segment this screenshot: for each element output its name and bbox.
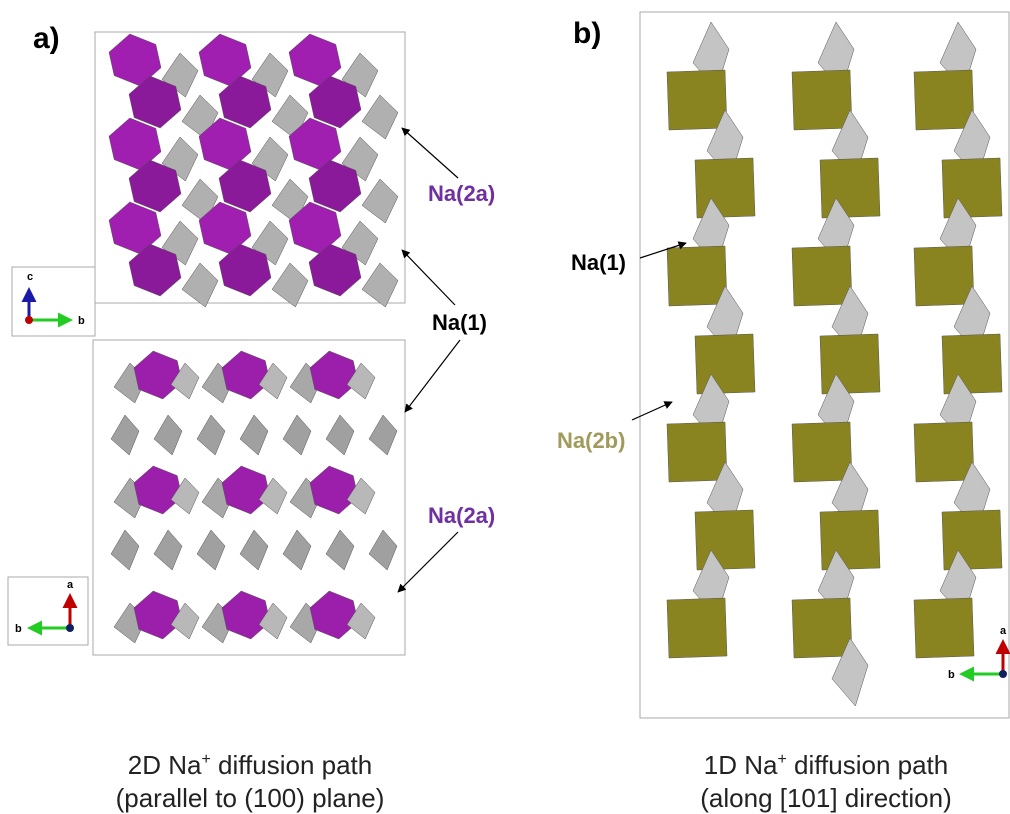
olive-octahedron: [694, 333, 756, 395]
olive-octahedron: [941, 333, 1003, 395]
gray-octahedron: [831, 637, 869, 707]
gray-octahedron: [361, 94, 399, 140]
gray-octahedron: [361, 178, 399, 224]
axis-label: a: [67, 579, 74, 591]
gray-octahedron: [346, 362, 376, 400]
axis-label: b: [948, 669, 955, 681]
callout: Na(1): [432, 310, 487, 335]
gray-octahedron: [282, 414, 312, 456]
olive-octahedron: [694, 509, 756, 571]
polyhedra: [108, 21, 1003, 707]
olive-octahedron: [941, 157, 1003, 219]
callout: Na(1): [571, 250, 626, 275]
arrows: [397, 127, 687, 593]
axes-triad-b: a b: [948, 625, 1010, 682]
purple-octahedron: [288, 201, 342, 255]
olive-octahedron: [941, 509, 1003, 571]
gray-octahedron: [361, 262, 399, 308]
olive-octahedron: [791, 597, 853, 659]
olive-octahedron: [666, 69, 728, 131]
gray-octahedron: [258, 602, 288, 640]
gray-octahedron: [346, 602, 376, 640]
gray-octahedron: [153, 414, 183, 456]
gray-octahedron: [325, 414, 355, 456]
olive-octahedron: [666, 597, 728, 659]
olive-octahedron: [913, 69, 975, 131]
purple-octahedron: [108, 33, 162, 87]
axes-box-a-bottom: [7, 576, 89, 646]
purple-octahedron: [218, 243, 272, 297]
axes-triad-a-bottom: a b: [15, 579, 78, 636]
purple-octahedron: [128, 159, 182, 213]
purple-octahedron: [218, 159, 272, 213]
gray-octahedron: [368, 529, 398, 571]
caption: 1D Na+ diffusion path: [704, 750, 948, 780]
axis-label: a: [1000, 625, 1007, 637]
axis-label: b: [15, 623, 22, 635]
gray-octahedron: [282, 529, 312, 571]
axes-triad-a-top: c b: [21, 271, 85, 328]
olive-octahedron: [913, 245, 975, 307]
panel-label: a): [33, 22, 60, 55]
caption: 2D Na+ diffusion path: [128, 750, 372, 780]
olive-octahedron: [694, 157, 756, 219]
olive-octahedron: [791, 421, 853, 483]
olive-octahedron: [913, 597, 975, 659]
gray-octahedron: [325, 529, 355, 571]
purple-octahedron: [288, 117, 342, 171]
gray-octahedron: [110, 414, 140, 456]
purple-octahedron: [198, 33, 252, 87]
olive-octahedron: [913, 421, 975, 483]
gray-octahedron: [239, 414, 269, 456]
gray-octahedron: [346, 477, 376, 515]
gray-octahedron: [110, 529, 140, 571]
gray-octahedron: [271, 262, 309, 308]
gray-octahedron: [368, 414, 398, 456]
gray-octahedron: [196, 414, 226, 456]
gray-octahedron: [258, 477, 288, 515]
gray-octahedron: [153, 529, 183, 571]
purple-octahedron: [308, 159, 362, 213]
purple-octahedron: [218, 75, 272, 129]
purple-octahedron: [108, 117, 162, 171]
gray-octahedron: [181, 262, 219, 308]
olive-octahedron: [666, 421, 728, 483]
olive-octahedron: [819, 509, 881, 571]
gray-octahedron: [170, 362, 200, 400]
purple-octahedron: [198, 201, 252, 255]
gray-octahedron: [170, 477, 200, 515]
gray-octahedron: [239, 529, 269, 571]
olive-octahedron: [819, 157, 881, 219]
axis-label: b: [78, 315, 85, 327]
gray-octahedron: [258, 362, 288, 400]
purple-octahedron: [288, 33, 342, 87]
purple-octahedron: [198, 117, 252, 171]
caption: (along [101] direction): [700, 783, 951, 813]
callout: Na(2a): [428, 503, 495, 528]
callout: Na(2a): [428, 181, 495, 206]
callout: Na(2b): [557, 428, 625, 453]
purple-octahedron: [128, 75, 182, 129]
purple-octahedron: [108, 201, 162, 255]
caption: (parallel to (100) plane): [116, 783, 385, 813]
olive-octahedron: [791, 245, 853, 307]
olive-octahedron: [666, 245, 728, 307]
olive-octahedron: [819, 333, 881, 395]
olive-octahedron: [791, 69, 853, 131]
purple-octahedron: [308, 75, 362, 129]
gray-octahedron: [170, 602, 200, 640]
purple-octahedron: [308, 243, 362, 297]
purple-octahedron: [128, 243, 182, 297]
axis-label: c: [27, 271, 33, 283]
panel-label: b): [573, 17, 601, 50]
gray-octahedron: [196, 529, 226, 571]
